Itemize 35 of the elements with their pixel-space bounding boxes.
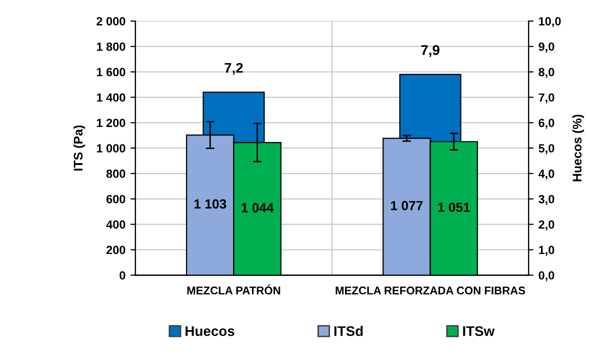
legend-label: Huecos	[186, 326, 234, 336]
legend-label: ITSd	[334, 326, 363, 336]
y-tick-label: 2 000	[96, 17, 126, 26]
y-tick-label: 1 800	[96, 42, 126, 51]
y-tick-label: 400	[106, 220, 126, 229]
data-label: 1 051	[438, 202, 470, 212]
data-label: 1 103	[194, 199, 226, 209]
y2-axis-title: Huecos (%)	[572, 114, 584, 182]
legend-label: ITSw	[463, 326, 495, 336]
y-tick-label: 1 600	[96, 68, 126, 76]
y-tick-label: 200	[106, 246, 126, 254]
y-tick-label: 1 400	[96, 93, 126, 102]
y2-tick-label: 0,0	[538, 271, 554, 282]
y2-tick-label: 1,0	[539, 246, 554, 256]
y2-tick-label: 4,0	[538, 170, 554, 180]
data-label: 1 077	[391, 200, 423, 210]
y2-tick-label: 9,0	[538, 42, 554, 53]
y-axis-title: ITS (Pa)	[73, 125, 86, 171]
y2-tick-label: 7,0	[538, 93, 554, 104]
y2-tick-label: 3,0	[538, 194, 554, 206]
y-tick-label: 600	[106, 194, 126, 204]
y2-tick-label: 2,0	[538, 220, 554, 230]
y2-tick-label: 5,0	[538, 144, 554, 154]
y-tick-label: 0	[120, 271, 126, 280]
x-tick-label: MEZCLA REFORZADA CON FIBRAS	[336, 286, 526, 294]
y2-tick-label: 6,0	[538, 118, 554, 129]
y2-tick-label: 8,0	[538, 68, 554, 78]
y-tick-label: 1 200	[96, 118, 126, 128]
data-label: 7,9	[421, 45, 440, 58]
y-tick-label: 1 000	[96, 144, 126, 152]
y-tick-label: 800	[106, 170, 126, 178]
y2-tick-label: 10,0	[539, 17, 561, 28]
x-tick-label: MEZCLA PATRÓN	[187, 284, 280, 294]
data-label: 1 044	[242, 203, 274, 212]
data-label: 7,2	[224, 62, 243, 75]
